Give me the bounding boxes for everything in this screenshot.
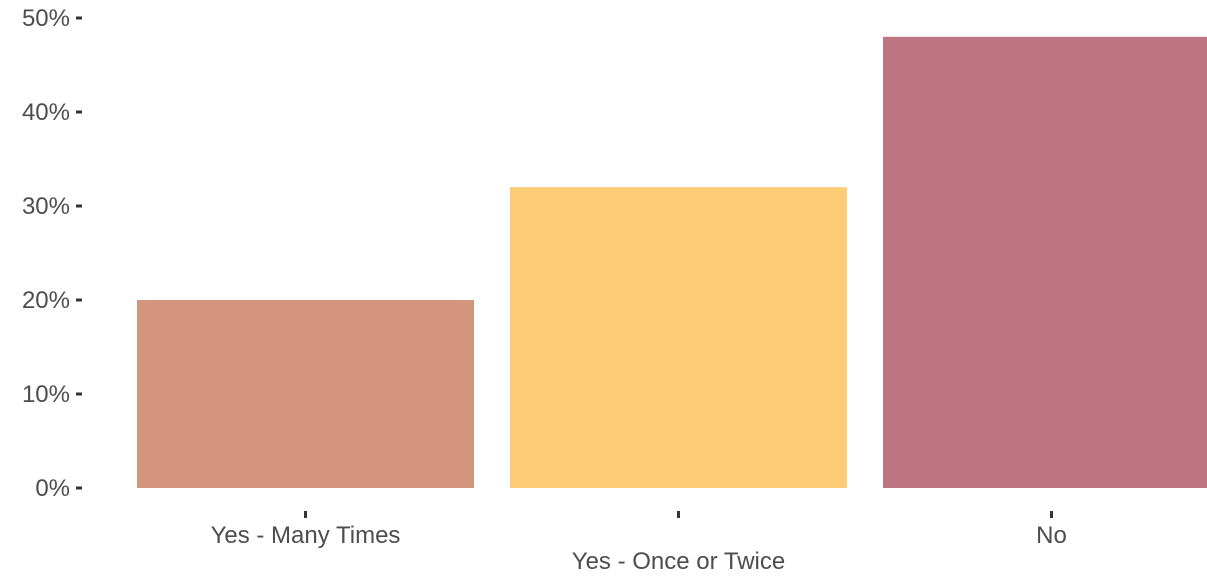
bar [510,187,847,488]
x-tick-label: No [1036,522,1067,549]
bar [137,300,474,488]
y-tick-label: 0% [35,475,70,502]
bars [137,36,1207,489]
x-tick-label: Yes - Once or Twice [572,548,785,575]
x-axis: Yes - Many Times Yes - Once or Twice No [211,511,1067,575]
y-tick-label: 50% [22,5,70,32]
x-tick-label: Yes - Many Times [211,522,401,549]
bar [883,36,1207,489]
y-axis: 0% 10% 20% 30% 40% 50% [22,5,82,502]
y-tick-label: 20% [22,287,70,314]
y-tick-label: 40% [22,99,70,126]
y-tick-label: 10% [22,381,70,408]
y-tick-label: 30% [22,193,70,220]
